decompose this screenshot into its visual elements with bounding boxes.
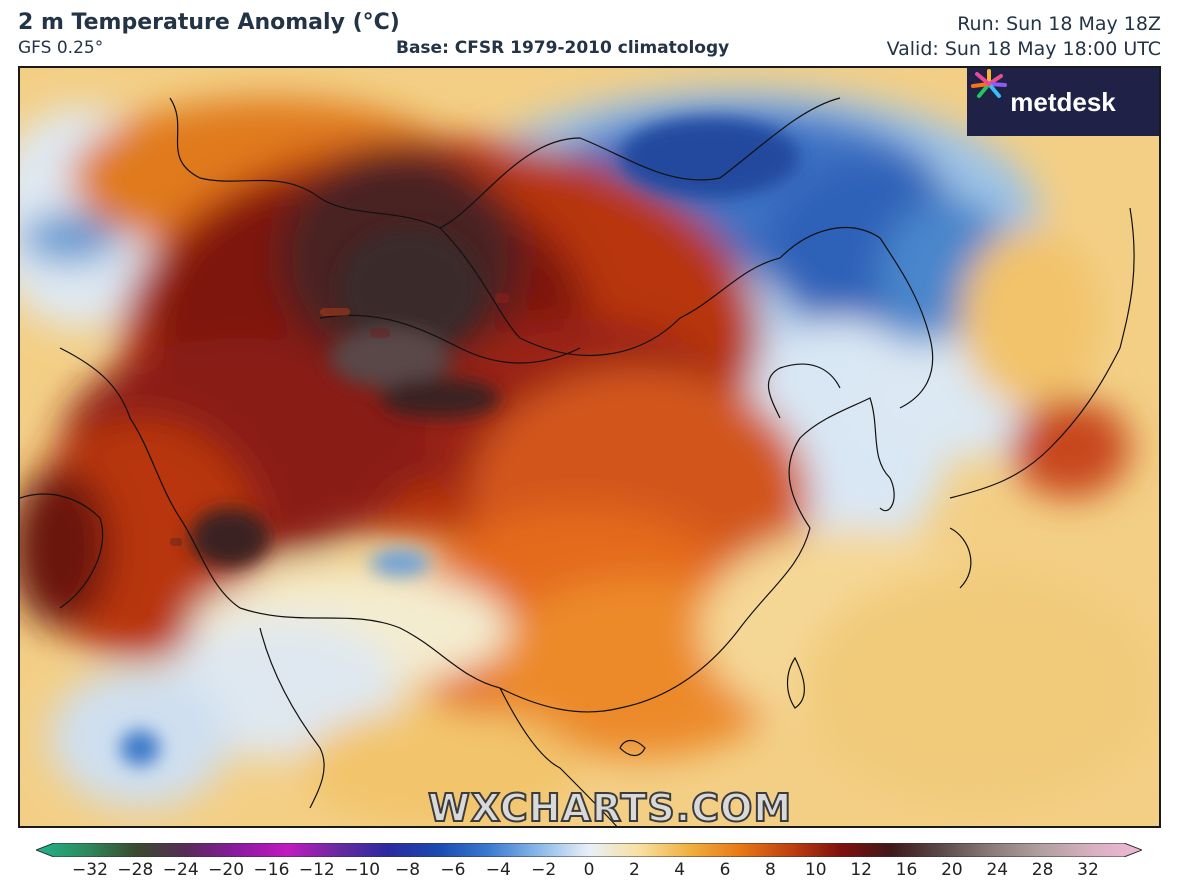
- colorbar-tick-label: 8: [765, 860, 776, 880]
- colorbar-tick-label: 6: [719, 860, 731, 880]
- colorbar-tick-label: 28: [1031, 860, 1054, 880]
- colorbar-tick-label: −20: [208, 860, 245, 880]
- colorbar-tick-label: 4: [674, 860, 686, 880]
- colorbar-tick-label: −8: [395, 860, 421, 880]
- wxcharts-watermark: WXCHARTS.COM: [427, 785, 793, 828]
- base-label: Base: CFSR 1979-2010 climatology: [396, 38, 730, 58]
- run-label: Run: Sun 18 May 18Z: [957, 13, 1161, 35]
- colorbar-tick-label: 12: [850, 860, 872, 880]
- map-field: [20, 68, 1159, 826]
- colorbar-tick-label: −4: [485, 860, 511, 880]
- colorbar-tick-label: −24: [162, 860, 199, 880]
- chart-title: 2 m Temperature Anomaly (°C): [18, 10, 400, 35]
- colorbar-tick-label: −10: [344, 860, 381, 880]
- colorbar-tick-label: −28: [117, 860, 154, 880]
- colorbar-gradient: [36, 843, 1142, 857]
- colorbar-tick-label: 16: [895, 860, 918, 880]
- colorbar-tick-label: 32: [1077, 860, 1099, 880]
- colorbar-tick-label: −16: [253, 860, 290, 880]
- colorbar-tick-label: 2: [628, 860, 640, 880]
- colorbar-ticks: −32 −28 −24 −20 −16 −12 −10 −8 −6 −4 −2 0 2 4 6 8 10 12 16…: [0, 860, 1179, 884]
- metdesk-logo: metdesk: [967, 68, 1159, 136]
- colorbar: [36, 843, 1142, 857]
- colorbar-tick-label: −12: [298, 860, 335, 880]
- colorbar-tick-label: 20: [941, 860, 963, 880]
- metdesk-star-icon: [971, 69, 1007, 98]
- colorbar-tick-label: −32: [72, 860, 108, 880]
- model-label: GFS 0.25°: [18, 38, 104, 58]
- colorbar-tick-label: −2: [531, 860, 557, 880]
- colorbar-tick-label: 24: [986, 860, 1009, 880]
- anomaly-map: metdesk WXCHARTS.COM: [18, 66, 1161, 828]
- colorbar-tick-label: −6: [440, 860, 466, 880]
- valid-label: Valid: Sun 18 May 18:00 UTC: [886, 38, 1161, 60]
- colorbar-tick-label: 10: [804, 860, 827, 880]
- metdesk-logo-text: metdesk: [1010, 86, 1116, 117]
- colorbar-tick-label: 0: [583, 860, 595, 880]
- borders: [20, 97, 1135, 826]
